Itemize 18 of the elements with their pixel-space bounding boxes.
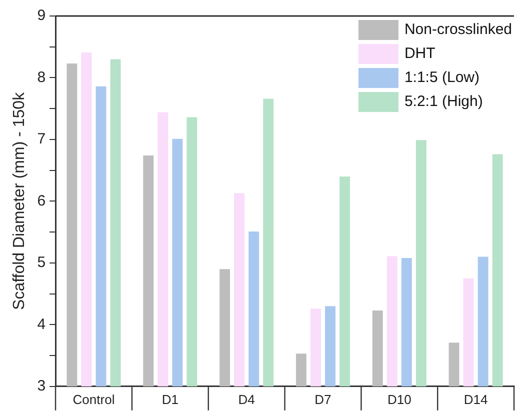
x-tick-label: D7 xyxy=(314,392,332,407)
y-tick-label: 6 xyxy=(37,192,46,210)
legend-label: Non-crosslinked xyxy=(404,21,512,38)
legend-label: 5:2:1 (High) xyxy=(404,93,483,110)
y-tick-label: 7 xyxy=(37,130,46,148)
legend-label: 1:1:5 (Low) xyxy=(404,69,480,86)
y-axis-title: Scaffold Diameter (mm) - 150k xyxy=(11,91,28,310)
y-tick-label: 3 xyxy=(37,378,46,395)
y-tick-label: 8 xyxy=(37,68,46,86)
x-tick-label: D10 xyxy=(387,392,412,407)
y-tick-label: 9 xyxy=(37,7,46,24)
legend-label: DHT xyxy=(404,45,436,62)
x-tick-label: D4 xyxy=(238,392,255,407)
x-tick-label: Control xyxy=(72,392,115,407)
x-tick-label: D14 xyxy=(464,392,488,407)
y-tick-label: 5 xyxy=(37,254,46,272)
x-tick-label: D1 xyxy=(162,392,178,407)
y-tick-label: 4 xyxy=(37,316,46,333)
